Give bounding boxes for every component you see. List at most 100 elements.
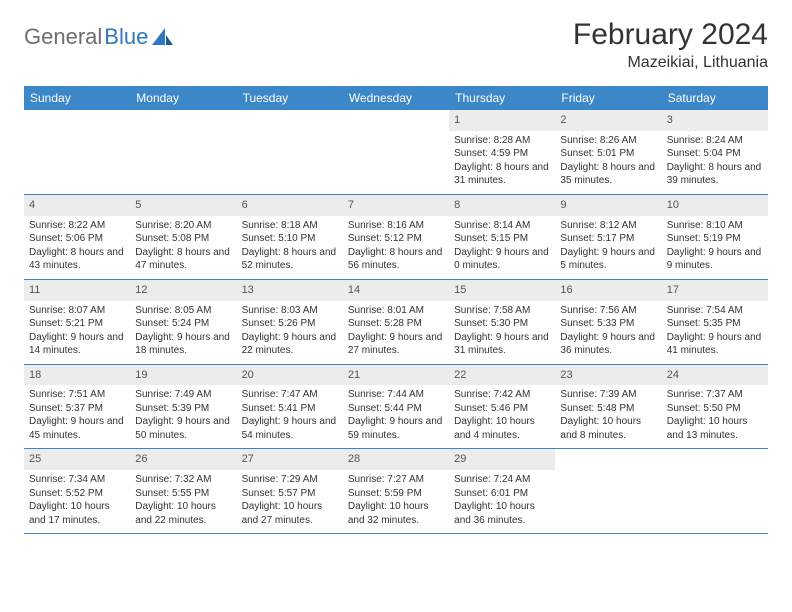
daylight-text: Daylight: 8 hours and 35 minutes. <box>560 161 656 188</box>
day-number: 8 <box>449 195 555 216</box>
sunrise-text: Sunrise: 8:28 AM <box>454 134 550 148</box>
sunrise-text: Sunrise: 7:56 AM <box>560 304 656 318</box>
sunrise-text: Sunrise: 8:07 AM <box>29 304 125 318</box>
day-number: 24 <box>662 365 768 386</box>
sunrise-text: Sunrise: 8:26 AM <box>560 134 656 148</box>
day-number: 22 <box>449 365 555 386</box>
logo: General Blue <box>24 24 174 50</box>
day-number: 16 <box>555 280 661 301</box>
day-cell: 2 Sunrise: 8:26 AMSunset: 5:01 PMDaylight… <box>555 110 661 194</box>
sunset-text: Sunset: 5:39 PM <box>135 402 231 416</box>
sunrise-text: Sunrise: 8:24 AM <box>667 134 763 148</box>
daylight-text: Daylight: 10 hours and 27 minutes. <box>242 500 338 527</box>
sunset-text: Sunset: 5:41 PM <box>242 402 338 416</box>
sunrise-text: Sunrise: 7:47 AM <box>242 388 338 402</box>
day-number: 6 <box>237 195 343 216</box>
day-number: 25 <box>24 449 130 470</box>
day-cell: . <box>24 110 130 194</box>
week-row: 18Sunrise: 7:51 AMSunset: 5:37 PMDayligh… <box>24 365 768 450</box>
dayhead-tue: Tuesday <box>237 86 343 110</box>
week-row: 25Sunrise: 7:34 AMSunset: 5:52 PMDayligh… <box>24 449 768 534</box>
week-row: 11Sunrise: 8:07 AMSunset: 5:21 PMDayligh… <box>24 280 768 365</box>
sunset-text: Sunset: 5:06 PM <box>29 232 125 246</box>
day-cell: 4Sunrise: 8:22 AMSunset: 5:06 PMDaylight… <box>24 195 130 279</box>
sunrise-text: Sunrise: 7:37 AM <box>667 388 763 402</box>
sunset-text: Sunset: 5:10 PM <box>242 232 338 246</box>
daylight-text: Daylight: 10 hours and 22 minutes. <box>135 500 231 527</box>
sunrise-text: Sunrise: 7:54 AM <box>667 304 763 318</box>
sunset-text: Sunset: 5:30 PM <box>454 317 550 331</box>
day-cell: 22 Sunrise: 7:42 AMSunset: 5:46 PMDayligh… <box>449 365 555 449</box>
day-cell: 11Sunrise: 8:07 AMSunset: 5:21 PMDayligh… <box>24 280 130 364</box>
sunset-text: Sunset: 5:19 PM <box>667 232 763 246</box>
day-cell: 1 Sunrise: 8:28 AMSunset: 4:59 PMDaylight… <box>449 110 555 194</box>
sunset-text: Sunset: 5:26 PM <box>242 317 338 331</box>
day-cell: 6Sunrise: 8:18 AMSunset: 5:10 PMDaylight… <box>237 195 343 279</box>
sunrise-text: Sunrise: 7:24 AM <box>454 473 550 487</box>
sunrise-text: Sunrise: 8:16 AM <box>348 219 444 233</box>
day-number: 12 <box>130 280 236 301</box>
day-header-row: Sunday Monday Tuesday Wednesday Thursday… <box>24 86 768 110</box>
sunrise-text: Sunrise: 8:14 AM <box>454 219 550 233</box>
sunrise-text: Sunrise: 7:27 AM <box>348 473 444 487</box>
location: Mazeikiai, Lithuania <box>573 54 768 72</box>
day-cell: 17Sunrise: 7:54 AMSunset: 5:35 PMDayligh… <box>662 280 768 364</box>
daylight-text: Daylight: 9 hours and 59 minutes. <box>348 415 444 442</box>
daylight-text: Daylight: 9 hours and 27 minutes. <box>348 331 444 358</box>
sunset-text: Sunset: 5:04 PM <box>667 147 763 161</box>
day-cell: . <box>555 449 661 533</box>
sunrise-text: Sunrise: 8:03 AM <box>242 304 338 318</box>
day-cell: 18Sunrise: 7:51 AMSunset: 5:37 PMDayligh… <box>24 365 130 449</box>
sunrise-text: Sunrise: 8:20 AM <box>135 219 231 233</box>
day-cell: 12Sunrise: 8:05 AMSunset: 5:24 PMDayligh… <box>130 280 236 364</box>
sunset-text: Sunset: 5:01 PM <box>560 147 656 161</box>
title-block: February 2024 Mazeikiai, Lithuania <box>573 18 768 72</box>
dayhead-sat: Saturday <box>662 86 768 110</box>
day-number: 14 <box>343 280 449 301</box>
day-cell: 28Sunrise: 7:27 AMSunset: 5:59 PMDayligh… <box>343 449 449 533</box>
day-cell: 19Sunrise: 7:49 AMSunset: 5:39 PMDayligh… <box>130 365 236 449</box>
daylight-text: Daylight: 8 hours and 43 minutes. <box>29 246 125 273</box>
sunset-text: Sunset: 5:48 PM <box>560 402 656 416</box>
day-cell: 5Sunrise: 8:20 AMSunset: 5:08 PMDaylight… <box>130 195 236 279</box>
sunrise-text: Sunrise: 7:49 AM <box>135 388 231 402</box>
day-cell: 14Sunrise: 8:01 AMSunset: 5:28 PMDayligh… <box>343 280 449 364</box>
dayhead-mon: Monday <box>130 86 236 110</box>
logo-text-blue: Blue <box>104 24 148 50</box>
sunset-text: Sunset: 5:24 PM <box>135 317 231 331</box>
sunset-text: Sunset: 4:59 PM <box>454 147 550 161</box>
sunset-text: Sunset: 5:21 PM <box>29 317 125 331</box>
day-cell: 3Sunrise: 8:24 AMSunset: 5:04 PMDaylight… <box>662 110 768 194</box>
daylight-text: Daylight: 8 hours and 31 minutes. <box>454 161 550 188</box>
day-number: 3 <box>662 110 768 131</box>
daylight-text: Daylight: 9 hours and 36 minutes. <box>560 331 656 358</box>
daylight-text: Daylight: 8 hours and 56 minutes. <box>348 246 444 273</box>
day-cell: 26Sunrise: 7:32 AMSunset: 5:55 PMDayligh… <box>130 449 236 533</box>
day-cell: 25Sunrise: 7:34 AMSunset: 5:52 PMDayligh… <box>24 449 130 533</box>
sunset-text: Sunset: 5:57 PM <box>242 487 338 501</box>
sunset-text: Sunset: 5:46 PM <box>454 402 550 416</box>
daylight-text: Daylight: 10 hours and 8 minutes. <box>560 415 656 442</box>
day-number: 2 <box>555 110 661 131</box>
daylight-text: Daylight: 9 hours and 31 minutes. <box>454 331 550 358</box>
sunset-text: Sunset: 6:01 PM <box>454 487 550 501</box>
sunset-text: Sunset: 5:17 PM <box>560 232 656 246</box>
day-number: 7 <box>343 195 449 216</box>
day-cell: 20Sunrise: 7:47 AMSunset: 5:41 PMDayligh… <box>237 365 343 449</box>
sunset-text: Sunset: 5:55 PM <box>135 487 231 501</box>
day-cell: 7Sunrise: 8:16 AMSunset: 5:12 PMDaylight… <box>343 195 449 279</box>
sunrise-text: Sunrise: 7:58 AM <box>454 304 550 318</box>
sunrise-text: Sunrise: 7:42 AM <box>454 388 550 402</box>
sunset-text: Sunset: 5:08 PM <box>135 232 231 246</box>
sunrise-text: Sunrise: 7:34 AM <box>29 473 125 487</box>
day-number: 1 <box>449 110 555 131</box>
sunset-text: Sunset: 5:33 PM <box>560 317 656 331</box>
dayhead-fri: Friday <box>555 86 661 110</box>
daylight-text: Daylight: 10 hours and 4 minutes. <box>454 415 550 442</box>
day-number: 10 <box>662 195 768 216</box>
daylight-text: Daylight: 9 hours and 14 minutes. <box>29 331 125 358</box>
week-row: 4Sunrise: 8:22 AMSunset: 5:06 PMDaylight… <box>24 195 768 280</box>
sunrise-text: Sunrise: 8:05 AM <box>135 304 231 318</box>
day-number: 27 <box>237 449 343 470</box>
sunrise-text: Sunrise: 8:18 AM <box>242 219 338 233</box>
